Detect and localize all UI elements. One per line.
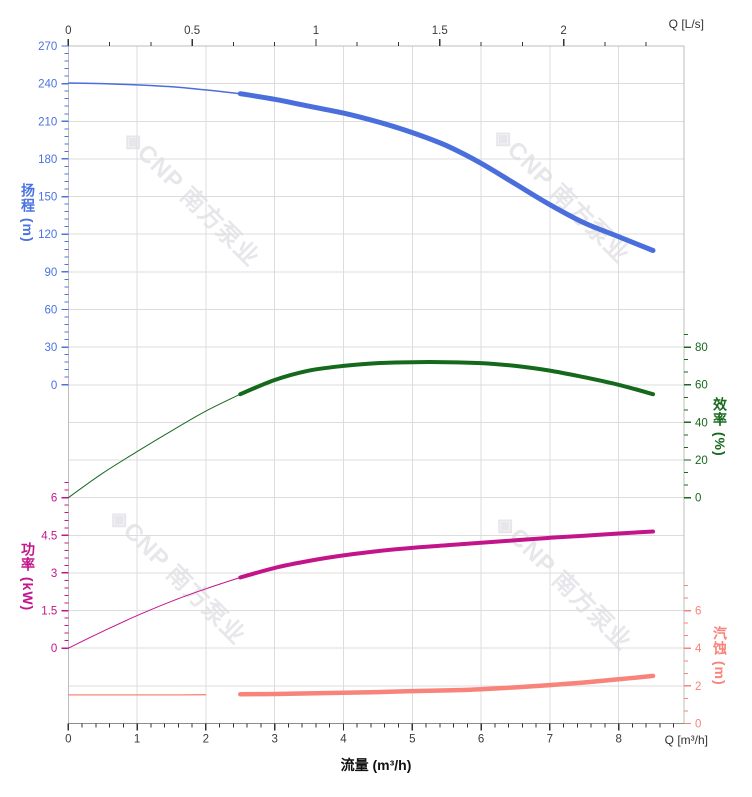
x-top-tick-label: 2 [560, 25, 566, 37]
x-tick-label: 1 [134, 734, 140, 746]
y-tick-label: 60 [45, 304, 58, 316]
y-tick-label: 40 [695, 417, 708, 429]
series-power-rated-curve [238, 529, 655, 580]
y-axis-title-power: 功率 (kW) [20, 542, 36, 612]
series-efficiency-rated-curve [238, 360, 655, 397]
watermark-text: ◈CNP 南方泵业 [117, 124, 265, 272]
series-efficiency-thin-curve [68, 393, 241, 499]
bottom-axis-unit-label: Q [m³/h] [664, 733, 708, 747]
y-tick-label: 90 [45, 267, 58, 279]
top-axis-unit-label: Q [L/s] [668, 17, 704, 31]
y-tick-label: 6 [51, 493, 57, 505]
series-npsh-rated-curve [238, 673, 656, 697]
y-tick-label: 0 [695, 493, 701, 505]
x-tick-label: 5 [409, 734, 415, 746]
x-tick-label: 8 [615, 734, 621, 746]
x-tick-label: 4 [340, 734, 347, 746]
x-axis-bottom: 0 1 2 3 4 5 6 7 8 [65, 723, 675, 746]
x-top-tick-label: 1.5 [432, 25, 448, 37]
x-top-tick-label: 0.5 [184, 25, 200, 37]
x-axis-top: 0 0.5 1 1.5 2 [65, 25, 647, 46]
series-npsh [68, 673, 656, 697]
y-axis-npsh: 0 2 4 6 [684, 584, 702, 731]
y-tick-label: 60 [695, 380, 708, 392]
y-tick-label: 2 [695, 681, 701, 693]
series-power-thin-curve [68, 577, 241, 649]
y-tick-label: 240 [38, 79, 57, 91]
y-tick-label: 30 [45, 342, 58, 354]
y-tick-label: 150 [38, 192, 57, 204]
y-tick-label: 3 [51, 568, 57, 580]
series-head [68, 82, 656, 253]
x-tick-label: 2 [203, 734, 209, 746]
y-tick-label: 270 [38, 41, 57, 53]
y-tick-label: 4.5 [41, 530, 57, 542]
series-head-thin-curve [68, 82, 241, 95]
y-tick-label: 6 [695, 606, 701, 618]
y-tick-label: 180 [38, 154, 57, 166]
series-head-rated-curve [237, 91, 656, 253]
y-axis-title-npsh: 汽蚀 (m) [712, 626, 728, 686]
watermark-text: ◈CNP 南方泵业 [489, 508, 637, 656]
x-top-tick-label: 1 [313, 25, 319, 37]
y-tick-label: 4 [695, 643, 702, 655]
y-tick-label: 20 [695, 455, 708, 467]
x-tick-label: 3 [271, 734, 277, 746]
watermark-layer: ◈CNP 南方泵业 ◈CNP 南方泵业 ◈CNP 南方泵业 ◈CNP 南方泵业 [103, 121, 637, 656]
y-axis-title-head: 扬程 (m) [20, 183, 36, 243]
y-tick-label: 0 [51, 380, 57, 392]
y-tick-label: 210 [38, 116, 57, 128]
x-axis-title: 流量 (m³/h) [340, 757, 412, 773]
y-tick-label: 0 [51, 643, 57, 655]
y-axis-power: 0 1.5 3 4.5 6 [41, 482, 69, 655]
y-tick-label: 1.5 [41, 606, 57, 618]
y-axis-title-efficiency: 效率 (%) [712, 397, 728, 457]
series-efficiency [68, 360, 655, 499]
y-axis-head: 0 30 60 90 120 150 180 210 240 270 [38, 41, 69, 392]
x-tick-label: 7 [547, 734, 553, 746]
x-tick-label: 0 [65, 734, 71, 746]
x-tick-label: 6 [478, 734, 484, 746]
watermark-text: ◈CNP 南方泵业 [103, 502, 251, 650]
y-tick-label: 120 [38, 229, 57, 241]
y-tick-label: 0 [695, 719, 701, 731]
series-power [68, 529, 655, 649]
watermark-text: ◈CNP 南方泵业 [487, 121, 635, 269]
x-top-tick-label: 0 [65, 25, 71, 37]
y-tick-label: 80 [695, 342, 708, 354]
y-axis-eff: 0 20 40 60 80 [684, 334, 708, 505]
